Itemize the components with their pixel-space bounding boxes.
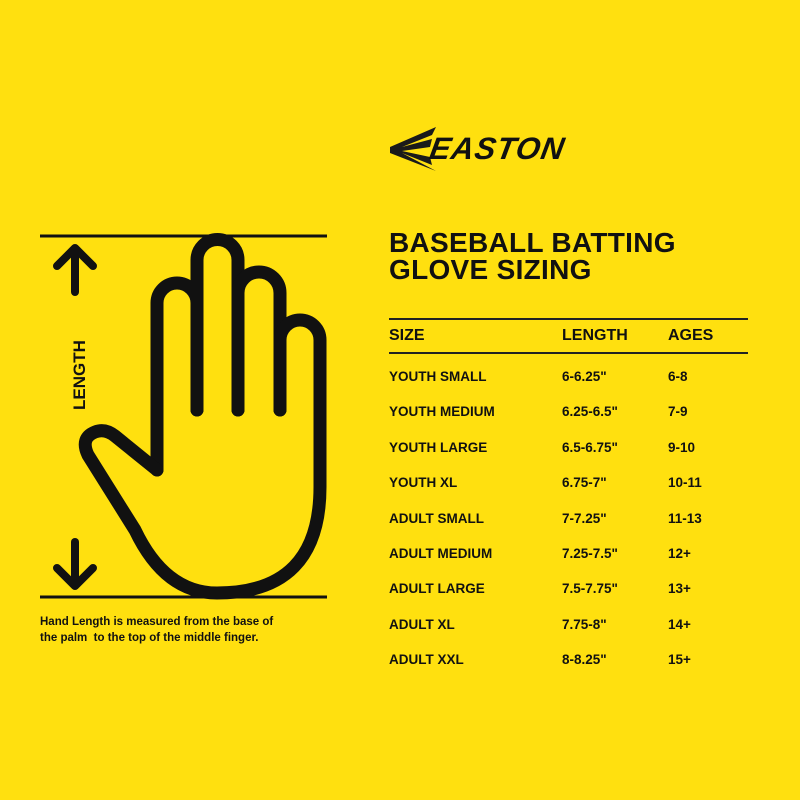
cell-ages: 12+: [668, 546, 691, 561]
cell-size: YOUTH SMALL: [389, 369, 487, 384]
cell-ages: 9-10: [668, 439, 696, 455]
arrow-up-icon: [53, 244, 97, 296]
cell-ages: 14+: [668, 616, 691, 632]
cell-size: ADULT MEDIUM: [389, 546, 493, 561]
page-title-line1: BASEBALL BATTING: [389, 227, 676, 258]
cell-ages: 10-11: [668, 475, 702, 491]
cell-size: ADULT XXL: [389, 652, 464, 668]
cell-size: YOUTH MEDIUM: [389, 404, 495, 420]
cell-length: 7.5-7.75": [562, 581, 618, 597]
cell-size: ADULT XL: [389, 616, 455, 632]
header-size: SIZE: [389, 327, 425, 344]
cell-length: 7.75-8": [562, 616, 607, 632]
note-line-2: the palm to the top of the middle finger…: [40, 632, 259, 644]
cell-length: 7-7.25": [562, 510, 607, 526]
hand-icon: [78, 233, 327, 600]
easton-chevron-logo-icon: [390, 127, 436, 171]
table-header-divider: [389, 352, 748, 354]
cell-length: 8-8.25": [562, 652, 607, 668]
header-length: LENGTH: [562, 327, 628, 344]
cell-size: YOUTH XL: [389, 475, 458, 491]
cell-size: YOUTH LARGE: [389, 439, 488, 455]
cell-ages: 13+: [668, 581, 691, 597]
table-top-divider: [389, 318, 748, 320]
cell-length: 6.25-6.5": [562, 404, 618, 420]
cell-length: 6-6.25": [562, 369, 607, 384]
page-title-line2: GLOVE SIZING: [389, 254, 592, 285]
measurement-note: Hand Length is measured from the base of…: [40, 614, 273, 646]
cell-length: 6.75-7": [562, 475, 607, 491]
arrow-down-icon: [53, 538, 97, 590]
length-label: LENGTH: [70, 340, 89, 410]
cell-ages: 6-8: [668, 369, 688, 384]
cell-length: 7.25-7.5": [562, 546, 618, 561]
note-line-1: Hand Length is measured from the base of: [40, 616, 274, 628]
header-ages: AGES: [668, 327, 714, 344]
cell-size: ADULT SMALL: [389, 510, 484, 526]
cell-size: ADULT LARGE: [389, 581, 485, 597]
cell-ages: 7-9: [668, 404, 688, 420]
brand-logo: EASTON: [427, 131, 568, 166]
cell-length: 6.5-6.75": [562, 439, 618, 455]
cell-ages: 15+: [668, 652, 691, 668]
cell-ages: 11-13: [668, 510, 702, 526]
hand-measure-diagram: [40, 233, 327, 600]
